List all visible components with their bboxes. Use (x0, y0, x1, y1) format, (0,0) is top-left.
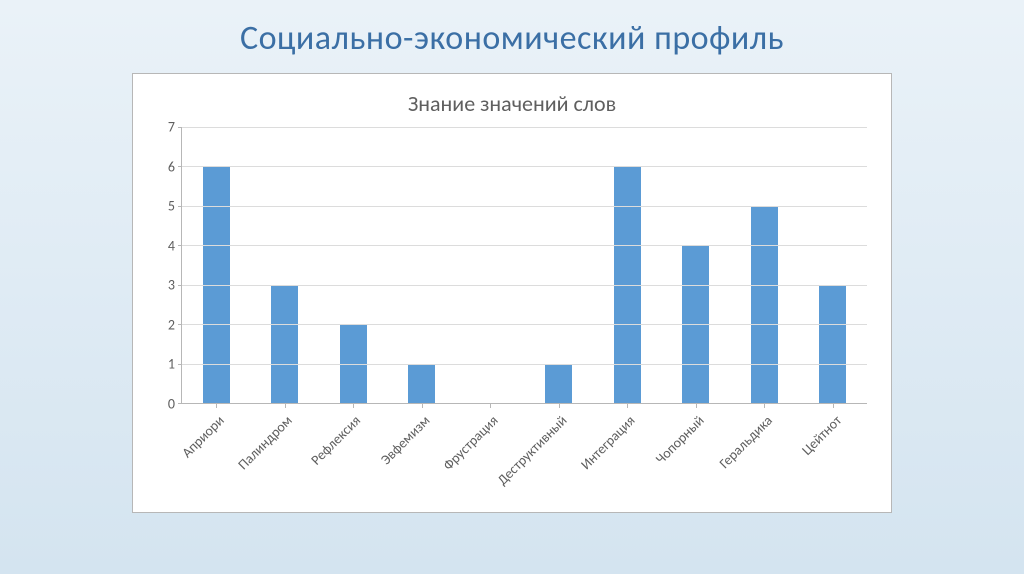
x-label-slot: Чопорный (661, 404, 730, 504)
x-label-slot: Интеграция (593, 404, 662, 504)
x-label-slot: Цейтнот (798, 404, 867, 504)
page-title: Социально-экономический профиль (240, 18, 784, 59)
y-tick-label: 3 (155, 277, 175, 294)
bar-slot (319, 127, 388, 403)
bar-slot (799, 127, 868, 403)
bar-slot (456, 127, 525, 403)
gridline (182, 127, 867, 128)
gridline (182, 285, 867, 286)
y-tick-mark (178, 245, 182, 246)
y-tick-label: 2 (155, 316, 175, 333)
y-tick-label: 4 (155, 237, 175, 254)
y-axis: 01234567 (153, 127, 181, 404)
y-tick-mark (178, 285, 182, 286)
chart-plot: 01234567 АприориПалиндромРефлексияЭвфеми… (153, 127, 871, 504)
y-tick-label: 7 (155, 119, 175, 136)
bar (751, 206, 778, 403)
bar-slot (525, 127, 594, 403)
gridline (182, 324, 867, 325)
bar-slot (251, 127, 320, 403)
bar (271, 285, 298, 403)
bar-slot (662, 127, 731, 403)
x-label-slot: Эвфемизм (387, 404, 456, 504)
x-label-slot: Рефлексия (318, 404, 387, 504)
y-tick-mark (178, 127, 182, 128)
x-label-slot: Деструктивный (524, 404, 593, 504)
chart-title: Знание значений слов (153, 90, 871, 117)
x-label: Чопорный (652, 412, 708, 468)
bar (819, 285, 846, 403)
y-tick-label: 1 (155, 356, 175, 373)
slide: Социально-экономический профиль Знание з… (0, 0, 1024, 574)
bar-slot (593, 127, 662, 403)
y-tick-label: 5 (155, 198, 175, 215)
bar-slot (182, 127, 251, 403)
bar (408, 364, 435, 403)
bar (545, 364, 572, 403)
x-label: Цейтнот (798, 412, 845, 459)
chart-container: Знание значений слов 0 1 2 3 4 5 6 7 Априори Пал… (132, 73, 892, 513)
bar-slot (730, 127, 799, 403)
y-tick-label: 0 (155, 396, 175, 413)
x-axis-labels: Априори ПалиндромРефлексияЭвфемизмФрустра… (181, 404, 867, 504)
gridline (182, 245, 867, 246)
gridline (182, 364, 867, 365)
bars-area (182, 127, 867, 403)
y-tick-label: 6 (155, 158, 175, 175)
y-tick-mark (178, 166, 182, 167)
x-label-slot: Фрустрация (455, 404, 524, 504)
x-label: Априори (178, 412, 227, 461)
gridline (182, 166, 867, 167)
y-tick-mark (178, 364, 182, 365)
chart-grid (181, 127, 867, 404)
bar-slot (388, 127, 457, 403)
gridline (182, 206, 867, 207)
x-label-slot: Палиндром (250, 404, 319, 504)
y-tick-mark (178, 324, 182, 325)
y-tick-mark (178, 206, 182, 207)
x-label-slot: Априори (181, 404, 250, 504)
x-label-slot: Геральдика (730, 404, 799, 504)
